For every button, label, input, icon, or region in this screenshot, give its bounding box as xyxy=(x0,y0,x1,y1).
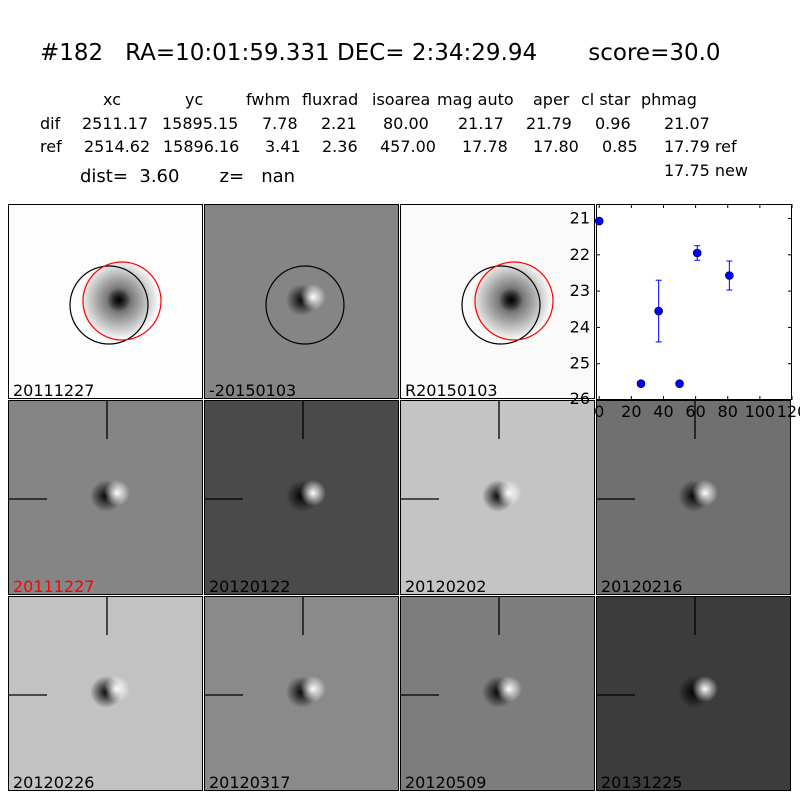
light-curve-svg: 21 22 23 24 25 260 20 40 60 80 100120 xyxy=(570,204,800,421)
col-header-fwhm: fwhm xyxy=(246,90,291,109)
aperture-circle-red xyxy=(474,261,554,341)
cell: 15896.16 xyxy=(163,137,240,156)
x-tick-label: 100 xyxy=(745,402,776,421)
aperture-circle-black xyxy=(265,265,345,345)
cell: 21.07 xyxy=(664,114,710,133)
cell: 2514.62 xyxy=(84,137,151,156)
col-header-fluxrad: fluxrad xyxy=(302,90,359,109)
col-header-xc: xc xyxy=(103,90,121,109)
cell: 21.17 xyxy=(458,114,504,133)
row-label-ref: ref xyxy=(40,137,62,156)
aperture-circle-black xyxy=(69,265,149,345)
stamp-panel: 20120226 xyxy=(8,596,203,791)
stamp-date-label: 20111227 xyxy=(13,577,95,595)
stamp-date-label: 20120317 xyxy=(209,773,291,791)
dipole-positive xyxy=(692,676,718,702)
stamp-panel: 20120509 xyxy=(400,596,595,791)
cell: 2.21 xyxy=(321,114,357,133)
stamp-date-label: 20111227 xyxy=(13,381,95,399)
light-curve-plot: 21 22 23 24 25 260 20 40 60 80 100120 xyxy=(570,204,800,421)
cell: 17.79 ref xyxy=(664,137,737,156)
new-mag: 17.75 new xyxy=(664,161,748,180)
stamp-date-label: 20120509 xyxy=(405,773,487,791)
aperture-circle-red xyxy=(82,261,162,341)
dipole-positive xyxy=(692,480,718,506)
cell: 17.80 xyxy=(533,137,579,156)
x-tick-label: 0 xyxy=(594,402,604,421)
col-header-phmag: phmag xyxy=(641,90,697,109)
x-tick-label: 120 xyxy=(777,402,800,421)
stamp-panel: 20120216 xyxy=(596,400,791,595)
data-point xyxy=(675,379,684,388)
cell: 457.00 xyxy=(380,137,436,156)
x-tick-label: 40 xyxy=(653,402,673,421)
data-point xyxy=(594,216,604,226)
col-header-isoarea: isoarea xyxy=(372,90,431,109)
data-point xyxy=(725,271,734,280)
stamp-panel: -20150103 xyxy=(204,204,399,399)
y-tick-label: 25 xyxy=(570,354,590,373)
col-header-cl-star: cl star xyxy=(581,90,631,109)
stamp-date-label: 20120202 xyxy=(405,577,487,595)
y-tick-label: 24 xyxy=(570,317,590,336)
cell: 21.79 xyxy=(526,114,572,133)
stamp-date-label: 20131225 xyxy=(601,773,683,791)
y-tick-label: 22 xyxy=(570,245,590,264)
cell: 2.36 xyxy=(322,137,358,156)
dipole-positive xyxy=(104,676,130,702)
x-tick-label: 60 xyxy=(685,402,705,421)
dipole-positive xyxy=(496,480,522,506)
cell: 15895.15 xyxy=(162,114,239,133)
stamp-date-label: -20150103 xyxy=(209,381,297,399)
dipole-positive xyxy=(496,676,522,702)
x-tick-label: 20 xyxy=(621,402,641,421)
dipole-positive xyxy=(300,284,326,310)
stamp-panel: 20120317 xyxy=(204,596,399,791)
star-core xyxy=(107,288,131,312)
stamp-panel: 20131225 xyxy=(596,596,791,791)
cell: 0.96 xyxy=(595,114,631,133)
cell: 7.78 xyxy=(262,114,298,133)
col-header-aper: aper xyxy=(533,90,570,109)
stamp-panel: 20120202 xyxy=(400,400,595,595)
data-point xyxy=(692,248,702,258)
y-tick-label: 21 xyxy=(570,209,590,228)
dipole-positive xyxy=(104,480,130,506)
cell: 0.85 xyxy=(602,137,638,156)
y-tick-label: 23 xyxy=(570,281,590,300)
row-label-dif: dif xyxy=(40,114,61,133)
star-core xyxy=(499,288,523,312)
stamp-panel: 20111227 xyxy=(8,204,203,399)
dipole-positive xyxy=(300,676,326,702)
stamp-date-label: R20150103 xyxy=(405,381,498,399)
candidate-title: #182 RA=10:01:59.331 DEC= 2:34:29.94 sco… xyxy=(40,40,721,66)
data-point xyxy=(654,306,663,316)
plot-frame xyxy=(596,204,792,400)
stamp-date-label: 20120226 xyxy=(13,773,95,791)
stamp-date-label: 20120122 xyxy=(209,577,291,595)
aperture-circle-black xyxy=(461,265,541,345)
stamp-panel: 20111227 xyxy=(8,400,203,595)
col-header-yc: yc xyxy=(185,90,204,109)
stamp-panel: R20150103 xyxy=(400,204,595,399)
col-header-mag-auto: mag auto xyxy=(437,90,514,109)
cell: 2511.17 xyxy=(82,114,149,133)
cell: 17.78 xyxy=(462,137,508,156)
cell: 3.41 xyxy=(265,137,301,156)
stamp-panel: 20120122 xyxy=(204,400,399,595)
dipole-positive xyxy=(300,480,326,506)
data-point xyxy=(636,379,646,388)
x-tick-label: 80 xyxy=(718,402,738,421)
stamp-date-label: 20120216 xyxy=(601,577,683,595)
y-tick-label: 26 xyxy=(570,389,590,408)
cell: 80.00 xyxy=(383,114,429,133)
dist-redshift-line: dist= 3.60 z= nan xyxy=(80,166,296,187)
